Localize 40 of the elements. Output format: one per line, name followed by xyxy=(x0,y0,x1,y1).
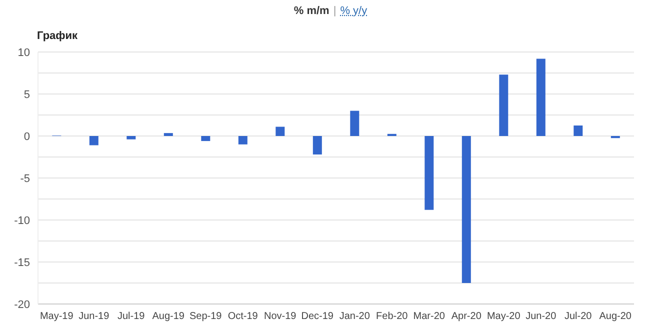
bar xyxy=(536,58,546,136)
x-tick-label: Jun-19 xyxy=(78,311,110,322)
bar xyxy=(462,136,471,283)
x-tick-label: Feb-20 xyxy=(376,311,408,322)
bar xyxy=(238,136,248,144)
chart-title: График xyxy=(37,30,78,42)
y-tick-label: -10 xyxy=(14,214,30,227)
text: % y/y xyxy=(340,5,368,17)
x-tick-label: Nov-19 xyxy=(264,311,297,322)
bar xyxy=(424,136,434,210)
bar xyxy=(276,126,285,136)
x-tick-label: Jul-19 xyxy=(118,311,146,322)
text: % m/m xyxy=(294,5,330,17)
x-tick-label: Jan-20 xyxy=(339,311,370,322)
x-tick-label: May-20 xyxy=(486,311,521,322)
y-tick-label: -20 xyxy=(14,298,30,311)
bar xyxy=(350,110,360,136)
x-tick-label: Jun-20 xyxy=(526,311,557,322)
bar xyxy=(201,136,210,142)
x-tick-label: Aug-19 xyxy=(152,311,185,322)
x-tick-label: Aug-20 xyxy=(599,311,632,322)
x-tick-label: Dec-19 xyxy=(301,311,334,322)
x-tick-label: Jul-20 xyxy=(564,311,592,322)
x-tick-label: Mar-20 xyxy=(413,311,446,322)
bar xyxy=(499,74,508,136)
y-tick-label: -15 xyxy=(14,256,30,269)
y-tick-label: -5 xyxy=(20,172,30,185)
y-tick-label: 0 xyxy=(24,130,30,143)
x-tick-label: Oct-19 xyxy=(228,311,258,322)
x-tick-label: Apr-20 xyxy=(451,311,482,322)
bar xyxy=(126,136,136,140)
x-tick-label: May-19 xyxy=(40,311,74,322)
y-tick-label: 5 xyxy=(24,88,30,101)
bar xyxy=(164,133,173,136)
bar xyxy=(89,136,98,146)
bar xyxy=(574,126,583,136)
x-tick-label: Sep-19 xyxy=(190,311,222,322)
text: | xyxy=(333,5,336,17)
bar xyxy=(312,136,322,154)
y-tick-label: 10 xyxy=(18,46,30,59)
